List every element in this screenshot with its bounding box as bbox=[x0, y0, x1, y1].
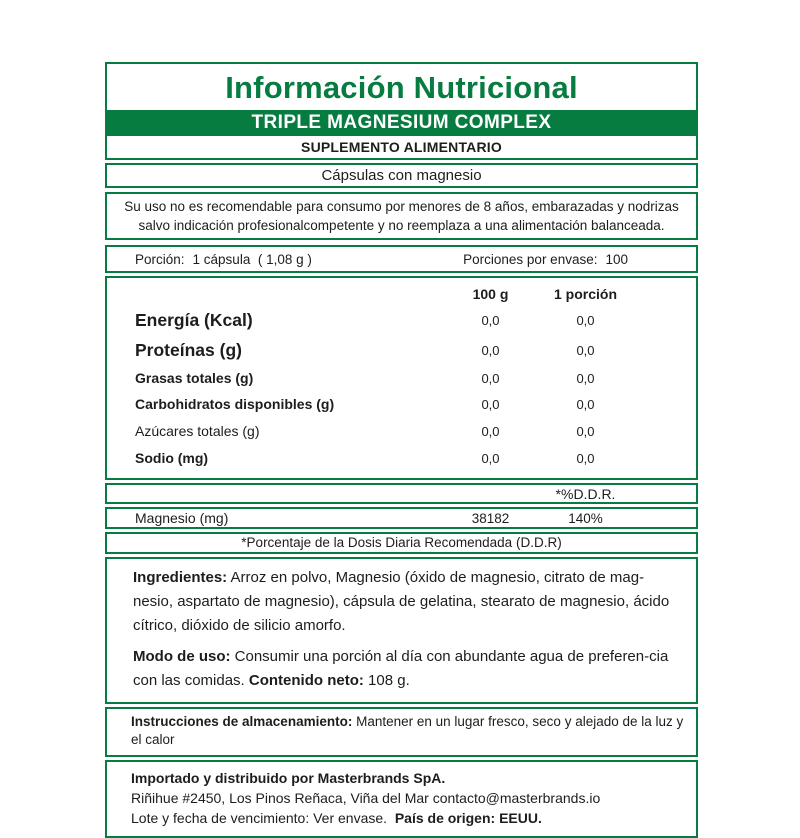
ddr-header: *%D.D.R. bbox=[555, 485, 616, 502]
storage-instructions: Instrucciones de almacenamiento: Mantene… bbox=[105, 707, 698, 757]
nutrient-value-portion: 0,0 bbox=[576, 396, 595, 412]
ingredients-label: Ingredientes: bbox=[133, 569, 228, 586]
table-row: Proteínas (g) 0,0 0,0 bbox=[107, 335, 696, 365]
nutrient-name: Proteínas (g) bbox=[135, 339, 242, 360]
mineral-amount: 38182 bbox=[471, 510, 510, 526]
nutrient-name: Grasas totales (g) bbox=[135, 370, 254, 386]
usage-paragraph: Modo de uso: Consumir una porción al día… bbox=[133, 645, 678, 693]
portion-value: 1 cápsula ( 1,08 g ) bbox=[192, 251, 312, 267]
usage-label: Modo de uso: bbox=[133, 648, 231, 665]
product-name-bar: TRIPLE MAGNESIUM COMPLEX bbox=[107, 110, 696, 136]
magnesium-row: Magnesio (mg) 38182 140% bbox=[105, 507, 698, 529]
nutrient-name: Energía (Kcal) bbox=[135, 309, 253, 330]
header-section: Información Nutricional TRIPLE MAGNESIUM… bbox=[105, 62, 698, 160]
ingredients-paragraph: Ingredientes: Arroz en polvo, Magnesio (… bbox=[133, 566, 678, 638]
table-header-row: 100 g 1 porción bbox=[107, 283, 696, 305]
nutrient-value-100g: 0,0 bbox=[481, 312, 500, 328]
nutrient-value-100g: 0,0 bbox=[481, 423, 500, 439]
net-content-label: Contenido neto: bbox=[248, 672, 364, 689]
nutrient-value-portion: 0,0 bbox=[576, 342, 595, 358]
product-subtitle: Cápsulas con magnesio bbox=[105, 163, 698, 188]
nutrient-name: Azúcares totales (g) bbox=[135, 423, 260, 439]
label-title: Información Nutricional bbox=[225, 70, 578, 105]
nutrient-value-portion: 0,0 bbox=[576, 370, 595, 386]
nutrient-value-100g: 0,0 bbox=[481, 370, 500, 386]
nutrient-name: Sodio (mg) bbox=[135, 450, 209, 466]
ingredients-text: Arroz en polvo, Magnesio (óxido de magne… bbox=[133, 569, 670, 634]
distributor-address: Riñihue #2450, Los Pinos Reñaca, Viña de… bbox=[131, 790, 601, 806]
mineral-percent: 140% bbox=[568, 510, 603, 526]
portion-label: Porción: bbox=[135, 251, 185, 267]
nutrient-value-100g: 0,0 bbox=[481, 396, 500, 412]
mineral-name: Magnesio (mg) bbox=[135, 510, 229, 526]
lot-origin-line: Lote y fecha de vencimiento: Ver envase.… bbox=[131, 808, 684, 828]
ddr-footnote: *Porcentaje de la Dosis Diaria Recomenda… bbox=[105, 532, 698, 554]
ingredients-usage-section: Ingredientes: Arroz en polvo, Magnesio (… bbox=[105, 557, 698, 704]
nutrient-name: Carbohidratos disponibles (g) bbox=[135, 396, 335, 412]
portion-info: Porción: 1 cápsula ( 1,08 g ) bbox=[135, 252, 312, 267]
storage-text: Mantener en un lugar fresco, seco y alej… bbox=[131, 714, 684, 747]
col-100g-header: 100 g bbox=[472, 286, 509, 302]
nutrition-table: 100 g 1 porción Energía (Kcal) 0,0 0,0 P… bbox=[105, 276, 698, 480]
servings-per-container: Porciones por envase: 100 bbox=[463, 252, 628, 267]
storage-label: Instrucciones de almacenamiento: bbox=[131, 714, 353, 729]
nutrition-label: Información Nutricional TRIPLE MAGNESIUM… bbox=[105, 62, 698, 838]
table-row: Carbohidratos disponibles (g) 0,0 0,0 bbox=[107, 391, 696, 417]
nutrient-value-100g: 0,0 bbox=[481, 342, 500, 358]
ddr-header-row: *%D.D.R. bbox=[105, 483, 698, 504]
warning-text: Su uso no es recomendable para consumo p… bbox=[105, 192, 698, 240]
nutrient-value-portion: 0,0 bbox=[576, 312, 595, 328]
servings-value: 100 bbox=[605, 251, 628, 267]
col-portion-header: 1 porción bbox=[553, 286, 617, 302]
usage-text: Consumir una porción al día con abundant… bbox=[133, 648, 669, 689]
nutrient-value-100g: 0,0 bbox=[481, 450, 500, 466]
distributor-section: Importado y distribuido por Masterbrands… bbox=[105, 760, 698, 838]
servings-label: Porciones por envase: bbox=[463, 251, 598, 267]
serving-info-row: Porción: 1 cápsula ( 1,08 g ) Porciones p… bbox=[105, 245, 698, 273]
table-row: Azúcares totales (g) 0,0 0,0 bbox=[107, 417, 696, 445]
table-row: Grasas totales (g) 0,0 0,0 bbox=[107, 365, 696, 391]
net-content-value: 108 g. bbox=[363, 672, 410, 689]
table-row: Sodio (mg) 0,0 0,0 bbox=[107, 445, 696, 471]
lot-text: Lote y fecha de vencimiento: Ver envase. bbox=[131, 810, 395, 826]
nutrient-value-portion: 0,0 bbox=[576, 423, 595, 439]
distributor-name: Importado y distribuido por Masterbrands… bbox=[131, 770, 446, 786]
origin-text: País de origen: EEUU. bbox=[394, 810, 542, 826]
category-line: SUPLEMENTO ALIMENTARIO bbox=[301, 139, 502, 155]
table-row: Energía (Kcal) 0,0 0,0 bbox=[107, 305, 696, 335]
nutrient-value-portion: 0,0 bbox=[576, 450, 595, 466]
